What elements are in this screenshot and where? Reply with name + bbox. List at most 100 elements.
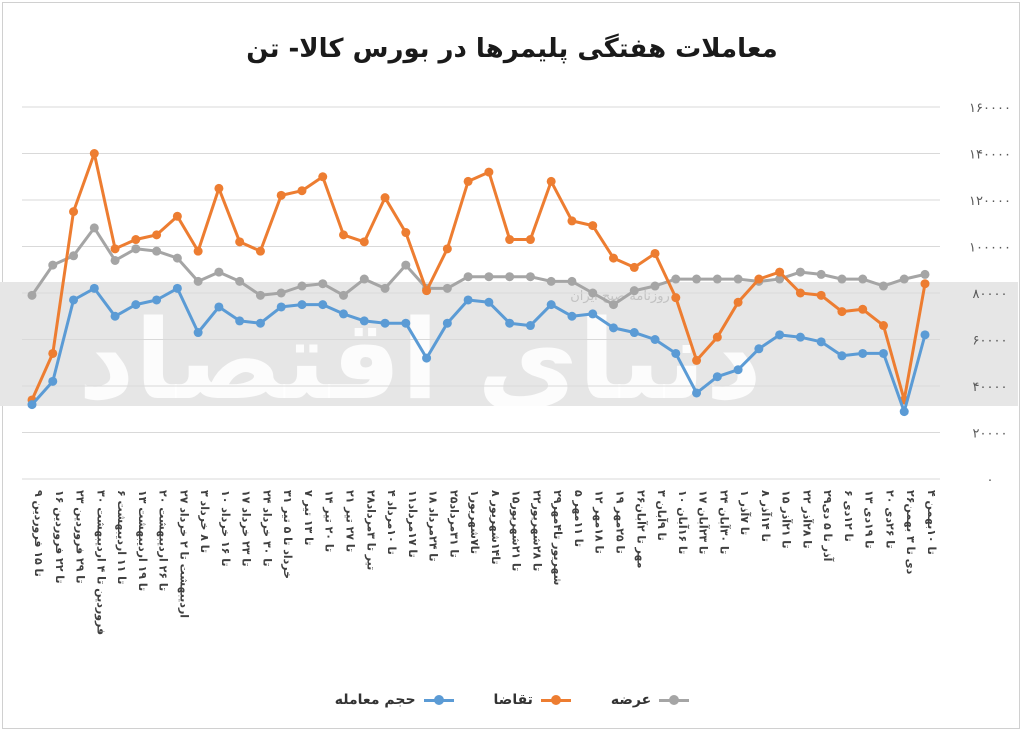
data-point <box>567 276 577 286</box>
x-tick-label: ۶ تا ۱۲دی <box>842 490 855 542</box>
legend-item-volume: حجم معامله <box>335 692 454 708</box>
data-point <box>525 321 535 331</box>
y-tick-label: ۱۴۰۰۰۰ <box>969 148 1011 163</box>
data-point <box>214 267 224 277</box>
x-tick-label: ۸ تا۱۴شهریور <box>489 490 502 565</box>
data-point <box>297 300 307 310</box>
x-tick-label: ۱۰ تا ۱۶ خرداد <box>219 490 232 566</box>
data-point <box>131 300 141 310</box>
data-point <box>214 183 224 193</box>
data-point <box>401 228 411 238</box>
data-point <box>671 293 681 303</box>
data-point <box>816 337 826 347</box>
data-point <box>172 211 182 221</box>
data-point <box>816 269 826 279</box>
data-point <box>463 272 473 282</box>
x-tick-label: ۲۵تا ۳۱مرداد <box>447 490 460 558</box>
data-point <box>235 237 245 247</box>
x-tick-label: ۴ تا ۱۰بهمن <box>925 490 938 555</box>
data-point <box>110 255 120 265</box>
data-point <box>297 186 307 196</box>
data-point <box>754 274 764 284</box>
data-point <box>712 332 722 342</box>
data-point <box>172 253 182 263</box>
x-tick-label: ۱ تا ۷آذر <box>738 490 752 535</box>
y-tick-label: ۸۰۰۰۰ <box>973 287 1008 302</box>
x-tick-label: ۲۶مهر تا ۲آبان <box>634 490 648 568</box>
x-tick-label: ۲۷ اردیبهشت تا ۲ خرداد <box>177 490 190 618</box>
data-point <box>297 281 307 291</box>
x-tick-label: ۲۸تیر تا ۳مرداد <box>364 490 377 570</box>
data-point <box>878 321 888 331</box>
data-point <box>422 353 432 363</box>
y-tick-label: ۲۰۰۰۰ <box>973 427 1008 442</box>
data-point <box>463 295 473 305</box>
y-tick-label: ۴۰۰۰۰ <box>973 380 1008 395</box>
data-point <box>484 272 494 282</box>
data-point <box>380 318 390 328</box>
data-point <box>484 167 494 177</box>
x-tick-label: ۳۱ خرداد تا ۵ تیر <box>281 490 294 579</box>
data-point <box>48 376 58 386</box>
data-point <box>878 348 888 358</box>
x-tick-label: ۱۷ تا ۲۳آبان <box>697 490 711 554</box>
data-point <box>588 309 598 319</box>
legend-label-demand: تقاضا <box>493 692 533 708</box>
data-point <box>235 276 245 286</box>
data-point <box>650 248 660 258</box>
data-point <box>733 297 743 307</box>
data-point <box>131 235 141 245</box>
data-point <box>214 302 224 312</box>
legend: عرضه تقاضا حجم معامله <box>0 692 1024 708</box>
data-point <box>754 344 764 354</box>
x-tick-label: ۷ تا ۱۳ تیر <box>302 490 315 545</box>
watermark-band <box>0 282 1018 406</box>
data-point <box>401 318 411 328</box>
legend-item-demand: تقاضا <box>494 692 571 708</box>
data-point <box>858 348 868 358</box>
data-point <box>795 288 805 298</box>
data-point <box>546 176 556 186</box>
x-tick-label: ۳ تا ۹آبان <box>655 490 669 541</box>
x-tick-label: ۱۱تا ۱۷مرداد <box>406 490 419 558</box>
data-point <box>920 279 930 289</box>
x-tick-label: ۹ تا ۱۵ فروردین <box>32 490 45 577</box>
data-point <box>858 304 868 314</box>
data-point <box>359 274 369 284</box>
data-point <box>733 365 743 375</box>
data-point <box>878 281 888 291</box>
data-point <box>110 311 120 321</box>
x-tick-label: ۱۵ تا ۲۱آذر <box>780 490 794 549</box>
data-point <box>795 267 805 277</box>
data-point <box>546 276 556 286</box>
data-point <box>608 300 618 310</box>
x-tick-label: ۴ تا ۱۰مرداد <box>385 490 398 555</box>
legend-swatch-demand <box>540 694 571 705</box>
x-tick-label: ۲۹شهریور تا۴مهر <box>551 490 564 585</box>
x-axis-ticks: ۹ تا ۱۵ فروردین ۱۶ تا ۲۲ فروردین ۲۳ تا ۲۹ … <box>32 490 938 635</box>
data-point <box>255 246 265 256</box>
data-point <box>816 290 826 300</box>
data-point <box>837 307 847 317</box>
data-point <box>422 286 432 296</box>
data-point <box>193 276 203 286</box>
data-point <box>629 262 639 272</box>
legend-swatch-supply <box>659 694 690 705</box>
y-tick-label: ۱۲۰۰۰۰ <box>969 194 1011 209</box>
data-point <box>775 274 785 284</box>
data-point <box>27 400 37 410</box>
data-point <box>110 244 120 254</box>
data-point <box>692 355 702 365</box>
data-point <box>484 297 494 307</box>
data-point <box>442 318 452 328</box>
data-point <box>339 230 349 240</box>
data-point <box>795 332 805 342</box>
data-point <box>359 316 369 326</box>
x-tick-label: ۲۶دی تا ۳ بهمن <box>904 490 917 575</box>
data-point <box>172 283 182 293</box>
chart-title: معاملات هفتگی پلیمرها در بورس کالا- تن <box>246 34 778 64</box>
x-tick-label: ۲۰ تا ۲۶دی <box>883 490 896 549</box>
data-point <box>525 272 535 282</box>
data-point <box>588 288 598 298</box>
x-tick-label: ۱۳ تا ۱۹ اردیبهشت <box>136 490 149 591</box>
